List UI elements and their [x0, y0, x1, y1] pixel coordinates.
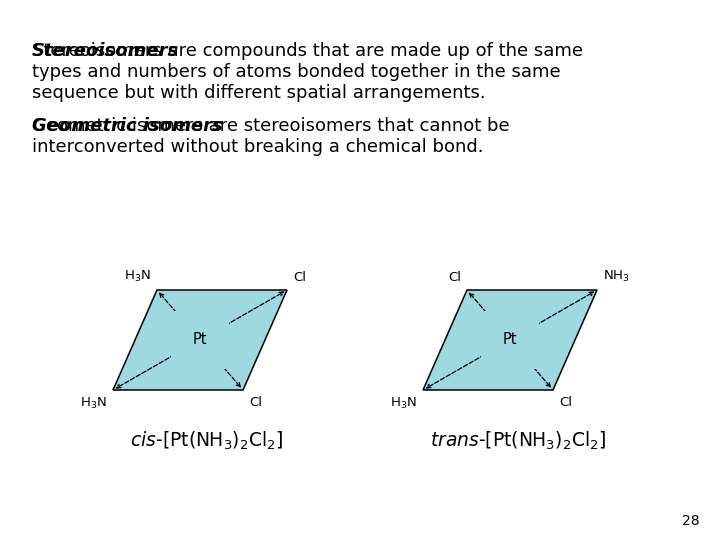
Text: $\mathregular{H_3N}$: $\mathregular{H_3N}$	[124, 269, 151, 284]
Text: Stereoisomers are compounds that are made up of the same: Stereoisomers are compounds that are mad…	[32, 42, 583, 60]
Text: Stereoisomers: Stereoisomers	[32, 42, 179, 60]
Text: sequence but with different spatial arrangements.: sequence but with different spatial arra…	[32, 84, 485, 102]
Polygon shape	[113, 290, 287, 390]
Text: Pt: Pt	[503, 333, 517, 348]
Text: Cl: Cl	[293, 271, 306, 284]
Text: $\mathit{trans}$-[Pt(NH$_3$)$_2$Cl$_2$]: $\mathit{trans}$-[Pt(NH$_3$)$_2$Cl$_2$]	[430, 430, 606, 453]
Text: $\mathit{cis}$-[Pt(NH$_3$)$_2$Cl$_2$]: $\mathit{cis}$-[Pt(NH$_3$)$_2$Cl$_2$]	[130, 430, 284, 453]
Text: interconverted without breaking a chemical bond.: interconverted without breaking a chemic…	[32, 138, 484, 156]
Text: Geometric isomers are stereoisomers that cannot be: Geometric isomers are stereoisomers that…	[32, 117, 510, 135]
Text: Cl: Cl	[249, 396, 262, 409]
Text: $\mathregular{NH_3}$: $\mathregular{NH_3}$	[603, 269, 630, 284]
Text: $\mathregular{H_3N}$: $\mathregular{H_3N}$	[80, 396, 107, 411]
Text: 28: 28	[683, 514, 700, 528]
Text: Geometric isomers: Geometric isomers	[32, 117, 222, 135]
Text: types and numbers of atoms bonded together in the same: types and numbers of atoms bonded togeth…	[32, 63, 561, 81]
Text: Cl: Cl	[559, 396, 572, 409]
Text: Cl: Cl	[448, 271, 461, 284]
Text: Pt: Pt	[193, 333, 207, 348]
Polygon shape	[423, 290, 597, 390]
Text: $\mathregular{H_3N}$: $\mathregular{H_3N}$	[390, 396, 417, 411]
